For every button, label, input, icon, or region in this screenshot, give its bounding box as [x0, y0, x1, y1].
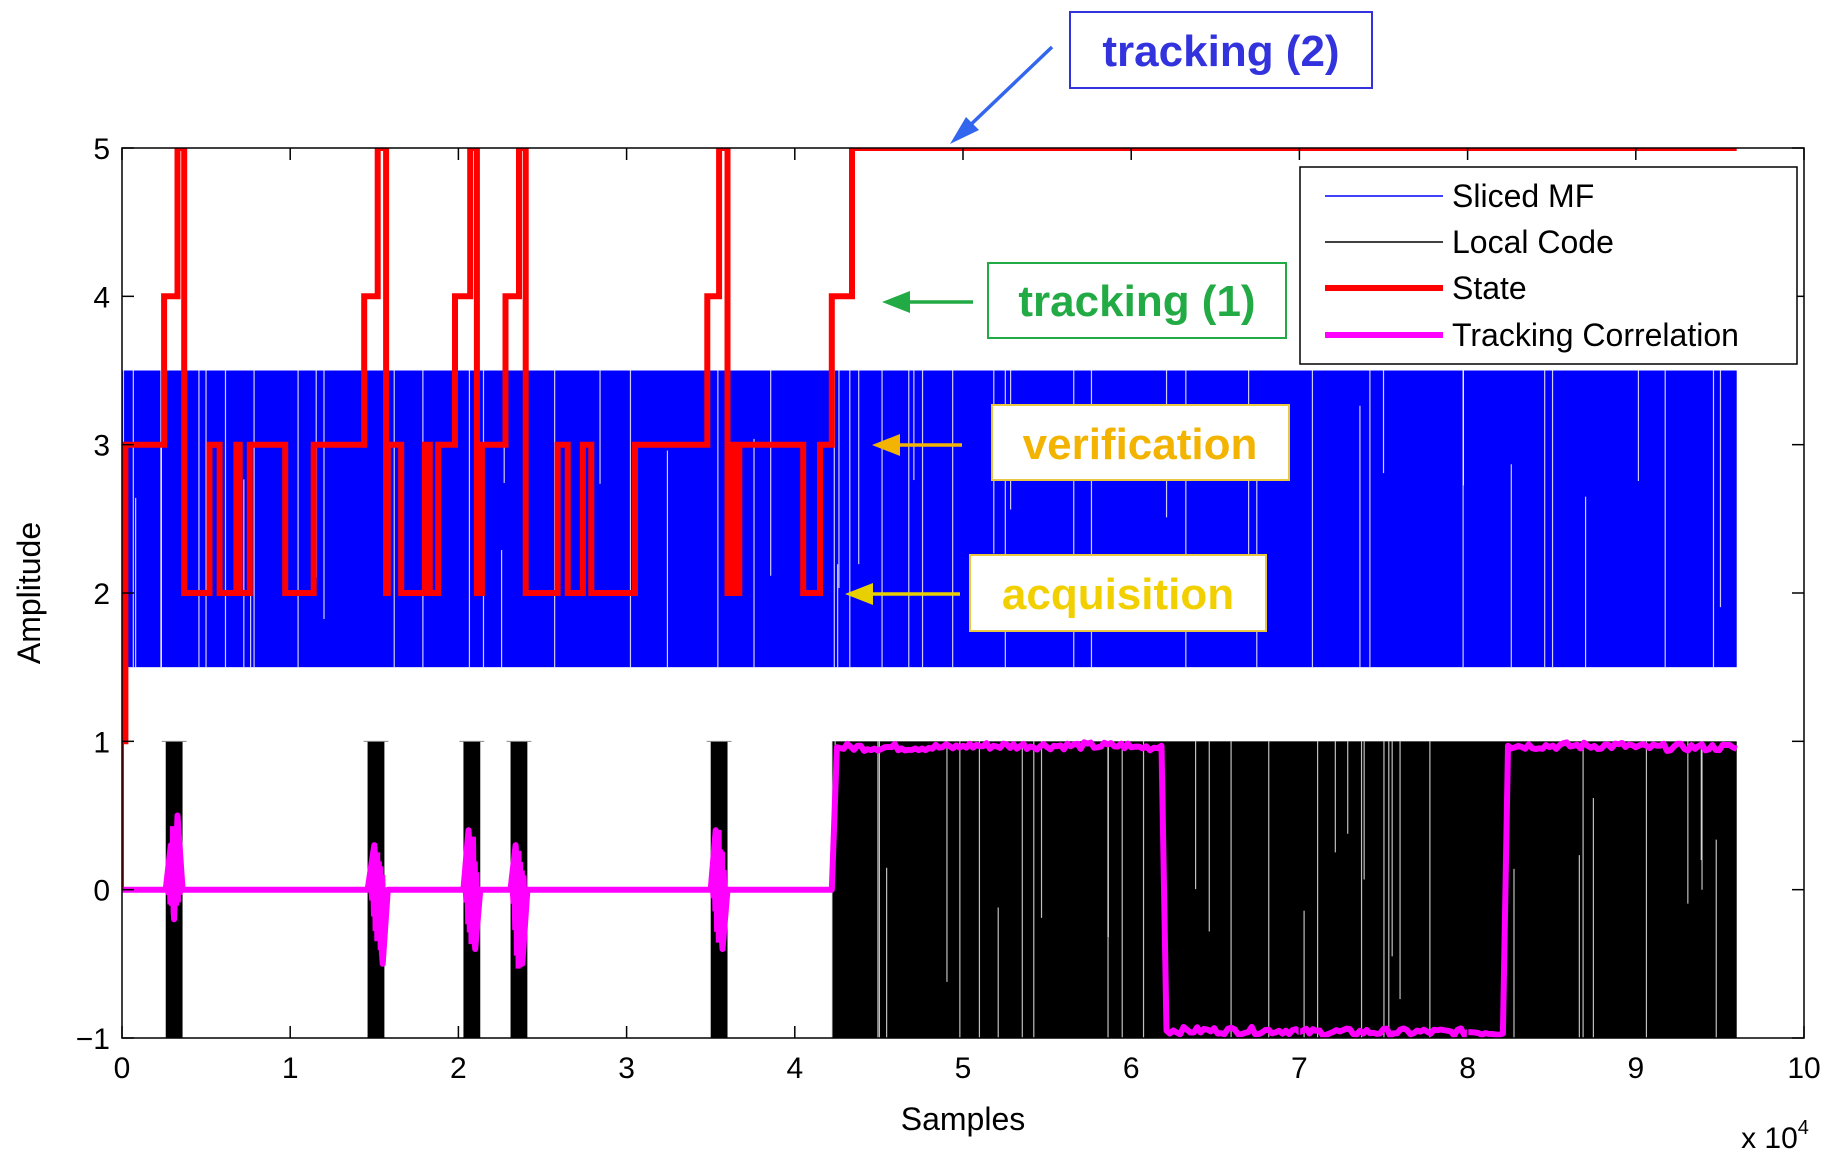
legend-label-tracking-correlation: Tracking Correlation	[1452, 317, 1739, 353]
x-tick-label: 4	[786, 1052, 803, 1085]
x-tick-label: 7	[1291, 1052, 1308, 1085]
x-tick-label: 9	[1627, 1052, 1644, 1085]
y-tick-label: −1	[76, 1023, 110, 1056]
x-multiplier-exponent: 4	[1798, 1117, 1809, 1139]
y-tick-label: 1	[93, 726, 110, 759]
y-axis-label: Amplitude	[11, 522, 47, 664]
annotation-box-verification	[991, 404, 1290, 481]
series-local-code	[831, 741, 1737, 1038]
x-tick-label: 0	[114, 1052, 131, 1085]
series-tracking-correlation	[122, 739, 1738, 1038]
tracking-correlation-burst	[462, 836, 482, 945]
x-multiplier: x 104	[1741, 1117, 1809, 1154]
annotation-arrowhead-tracking-1	[882, 291, 910, 313]
legend: Sliced MF Local Code State Tracking Corr…	[1299, 166, 1798, 365]
annotation-tracking-1: tracking (1)	[1018, 277, 1255, 326]
tracking-correlation-burst	[709, 829, 729, 943]
y-tick-label: 2	[93, 578, 110, 611]
y-tick-label: 5	[93, 133, 110, 166]
series-layer	[122, 148, 1738, 1038]
annotation-box-tracking-1	[987, 262, 1287, 339]
annotation-arrow-tracking-2	[961, 45, 1054, 134]
x-tick-label: 5	[955, 1052, 972, 1085]
annotation-box-acquisition	[969, 554, 1267, 632]
annotation-acquisition: acquisition	[1002, 570, 1234, 619]
legend-label-state: State	[1452, 270, 1527, 306]
x-tick-label: 8	[1459, 1052, 1476, 1085]
y-tick-label: 4	[93, 281, 110, 314]
y-tick-label: 3	[93, 430, 110, 463]
tracking-correlation-burst	[368, 852, 387, 951]
series-sliced-mf	[122, 370, 1737, 668]
x-tick-label: 1	[282, 1052, 299, 1085]
x-tick-label: 6	[1123, 1052, 1140, 1085]
annotation-box-tracking-2	[1069, 11, 1373, 89]
x-tick-label: 3	[618, 1052, 635, 1085]
x-tick-label: 2	[450, 1052, 467, 1085]
annotation-arrowhead-acquisition	[845, 583, 873, 605]
series-local-code-gaps	[831, 741, 1717, 1038]
tracking-correlation-burst	[509, 850, 529, 969]
series-state	[122, 148, 1737, 745]
annotation-arrowhead-verification	[872, 434, 900, 456]
y-tick-label: 0	[93, 875, 110, 908]
legend-label-local-code: Local Code	[1452, 224, 1614, 260]
x-multiplier-base: x 10	[1741, 1122, 1798, 1154]
x-tick-label: 10	[1787, 1052, 1820, 1085]
annotation-verification: verification	[1023, 420, 1258, 469]
legend-label-sliced-mf: Sliced MF	[1452, 178, 1594, 214]
tracking-correlation-burst	[164, 826, 184, 915]
annotations: tracking (2) tracking (1) verification a…	[845, 11, 1373, 632]
legend-box	[1299, 166, 1798, 365]
x-axis-label: Samples	[901, 1101, 1026, 1137]
annotation-tracking-2: tracking (2)	[1102, 27, 1339, 76]
annotation-arrowhead-tracking-2	[950, 117, 979, 144]
